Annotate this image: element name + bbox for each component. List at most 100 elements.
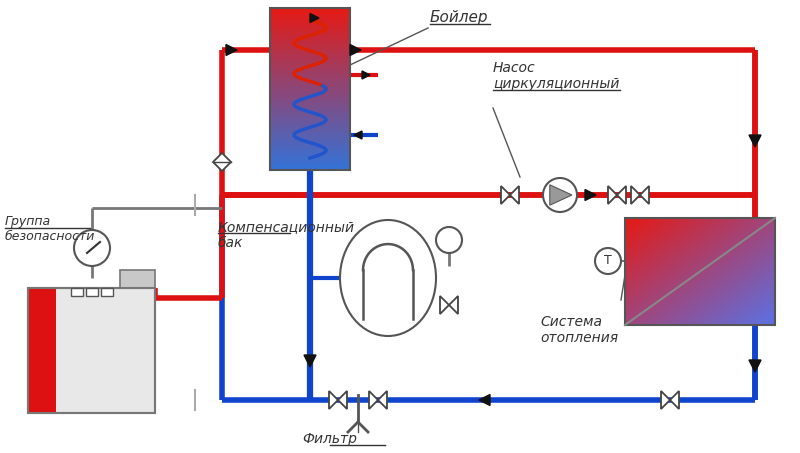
Bar [270,68,350,71]
Bar [270,26,350,28]
Bar [270,101,350,103]
Bar [270,18,350,20]
Polygon shape [640,186,649,204]
Text: Бойлер: Бойлер [430,10,489,25]
Bar [270,151,350,154]
Bar [270,28,350,30]
Bar [270,96,350,99]
Bar [270,155,350,158]
Bar [270,123,350,125]
Bar [270,117,350,120]
Polygon shape [449,296,458,314]
Bar [625,218,775,325]
Polygon shape [213,153,231,171]
Bar [270,64,350,67]
Text: Группа
безопасности: Группа безопасности [5,215,95,243]
Polygon shape [378,391,387,409]
Bar [270,153,350,156]
Bar [270,46,350,48]
Bar [270,34,350,36]
Bar [270,15,350,18]
Bar [270,92,350,95]
Bar [270,22,350,24]
Bar [86,288,98,296]
Bar [101,288,113,296]
Bar [71,288,83,296]
Bar [270,88,350,91]
Bar [270,87,350,89]
Polygon shape [501,186,510,204]
Bar [270,30,350,32]
Bar [270,119,350,121]
Polygon shape [226,44,237,56]
Polygon shape [304,355,316,367]
Polygon shape [369,391,378,409]
Bar [270,52,350,54]
Polygon shape [338,391,347,409]
Polygon shape [350,44,361,56]
Polygon shape [617,186,626,204]
Circle shape [436,227,462,253]
Bar [270,91,350,93]
Bar [270,164,350,166]
Bar [270,143,350,146]
Bar [270,50,350,53]
Bar [270,11,350,14]
Bar [270,139,350,142]
Bar [270,60,350,63]
Circle shape [543,178,577,212]
Polygon shape [479,395,490,405]
Bar [270,70,350,73]
Bar [270,141,350,144]
Bar [270,10,350,12]
Bar [270,24,350,26]
Bar [270,40,350,43]
Bar [270,36,350,39]
Bar [270,131,350,134]
Bar [28,288,56,413]
Bar [270,103,350,105]
Text: Насос
циркуляционный: Насос циркуляционный [493,61,619,91]
Bar [270,14,350,16]
Bar [270,113,350,116]
Bar [270,147,350,150]
Bar [270,99,350,101]
Bar [270,133,350,135]
Bar [270,72,350,75]
Bar [270,125,350,127]
Bar [270,129,350,131]
Polygon shape [440,296,449,314]
Bar [270,115,350,117]
Bar [270,8,350,10]
Circle shape [595,248,621,274]
Polygon shape [749,360,761,372]
Bar [270,42,350,44]
Bar [270,38,350,40]
Bar [270,149,350,152]
Bar [270,78,350,81]
Bar [270,135,350,138]
Bar [270,74,350,77]
Circle shape [74,230,110,266]
Bar [270,8,350,170]
Bar [270,77,350,79]
Polygon shape [329,391,338,409]
Bar [270,54,350,57]
Bar [270,137,350,140]
Bar [270,32,350,34]
Bar [270,109,350,111]
Bar [270,19,350,22]
Polygon shape [670,391,679,409]
Polygon shape [749,135,761,147]
Bar [270,95,350,97]
Text: Фильтр: Фильтр [302,432,358,446]
Polygon shape [354,131,362,139]
Polygon shape [661,391,670,409]
Bar [28,288,155,413]
Bar [270,62,350,65]
Polygon shape [510,186,519,204]
Bar [270,159,350,162]
Polygon shape [585,189,596,201]
Bar [270,58,350,61]
Bar [270,127,350,130]
